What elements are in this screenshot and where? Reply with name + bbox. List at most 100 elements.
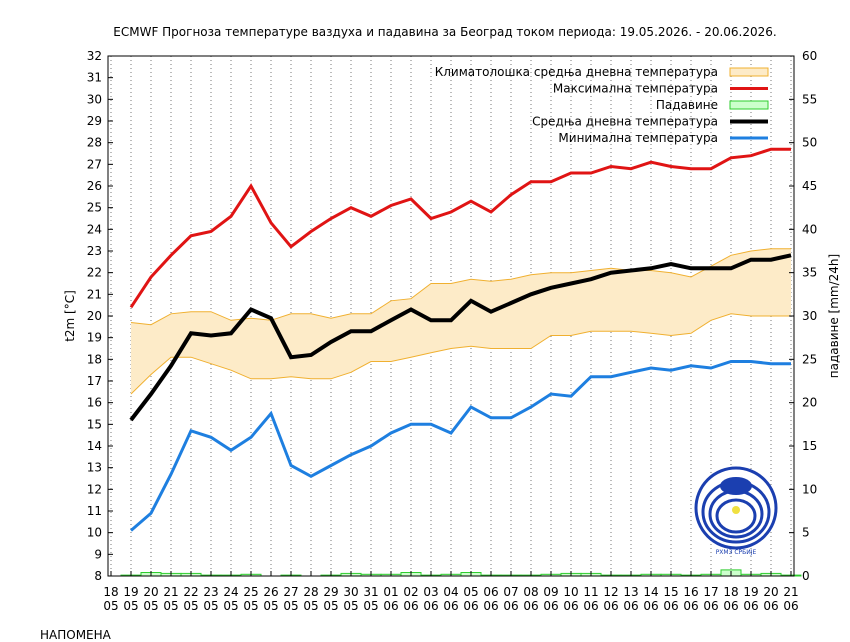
x-tick-label-month: 06	[643, 599, 658, 613]
x-tick-label-day: 21	[783, 585, 798, 599]
max-temp-line	[129, 147, 791, 309]
x-tick-label-month: 06	[723, 599, 738, 613]
sun-icon	[732, 506, 740, 514]
x-tick-label-month: 05	[143, 599, 158, 613]
right-axis-label: падавине [mm/24h]	[827, 254, 841, 378]
left-tick-label: 29	[87, 114, 102, 128]
note-heading: НАПОМЕНА	[40, 628, 111, 642]
x-tick-label-day: 12	[603, 585, 618, 599]
x-tick-label-day: 10	[563, 585, 578, 599]
left-tick-label: 10	[87, 526, 102, 540]
x-tick-label-day: 31	[363, 585, 378, 599]
x-tick-label-month: 05	[103, 599, 118, 613]
x-tick-label-month: 06	[483, 599, 498, 613]
right-tick-label: 60	[802, 49, 817, 63]
x-tick-label-month: 06	[563, 599, 578, 613]
right-tick-label: 20	[802, 396, 817, 410]
left-tick-label: 27	[87, 157, 102, 171]
right-tick-label: 10	[802, 482, 817, 496]
x-tick-label-month: 06	[763, 599, 778, 613]
x-tick-label-month: 05	[343, 599, 358, 613]
x-tick-label-month: 05	[363, 599, 378, 613]
x-tick-label-month: 05	[243, 599, 258, 613]
right-tick-label: 55	[802, 92, 817, 106]
left-tick-label: 16	[87, 396, 102, 410]
right-tick-label: 25	[802, 352, 817, 366]
x-tick-label-day: 20	[763, 585, 778, 599]
left-tick-label: 17	[87, 374, 102, 388]
x-tick-label-month: 05	[203, 599, 218, 613]
x-tick-label-day: 20	[143, 585, 158, 599]
right-tick-label: 35	[802, 266, 817, 280]
x-tick-label-month: 06	[503, 599, 518, 613]
x-tick-label-month: 06	[443, 599, 458, 613]
left-axis-ticks: 8 9 10 11 12 13 14 15 16 17 18 19 20 21 22 23 24 25 26 27 28…	[87, 49, 113, 583]
right-tick-label: 0	[802, 569, 810, 583]
x-tick-label-day: 05	[463, 585, 478, 599]
x-tick-label-month: 06	[743, 599, 758, 613]
x-tick-label-day: 22	[183, 585, 198, 599]
x-tick-label-day: 06	[483, 585, 498, 599]
legend: Климатолошка средња дневна температура Ма…	[435, 65, 769, 145]
x-tick-label-month: 06	[603, 599, 618, 613]
right-tick-label: 50	[802, 136, 817, 150]
x-tick-label-month: 06	[463, 599, 478, 613]
x-tick-label-day: 03	[423, 585, 438, 599]
legend-min-temp-label: Минимална температура	[558, 131, 718, 145]
x-tick-label-month: 05	[223, 599, 238, 613]
x-tick-label-day: 13	[623, 585, 638, 599]
left-axis-label: t2m [°C]	[63, 290, 77, 342]
x-tick-label-day: 01	[383, 585, 398, 599]
x-tick-label-day: 02	[403, 585, 418, 599]
temperature-lines	[129, 147, 792, 532]
x-tick-label-day: 17	[703, 585, 718, 599]
climatology-band	[130, 248, 791, 395]
left-tick-label: 32	[87, 49, 102, 63]
x-tick-label-month: 06	[623, 599, 638, 613]
left-tick-label: 13	[87, 461, 102, 475]
left-tick-label: 8	[94, 569, 102, 583]
left-tick-label: 22	[87, 266, 102, 280]
x-tick-label-month: 05	[163, 599, 178, 613]
x-tick-label-day: 18	[723, 585, 738, 599]
x-tick-label-month: 06	[583, 599, 598, 613]
x-tick-label-day: 19	[743, 585, 758, 599]
climatology-lower-line	[130, 313, 791, 395]
x-tick-label-day: 29	[323, 585, 338, 599]
x-tick-label-month: 06	[683, 599, 698, 613]
left-tick-label: 28	[87, 136, 102, 150]
x-tick-label-day: 08	[523, 585, 538, 599]
x-tick-label-day: 04	[443, 585, 458, 599]
x-tick-label-day: 23	[203, 585, 218, 599]
left-tick-label: 18	[87, 352, 102, 366]
x-tick-label-month: 05	[263, 599, 278, 613]
min-temp-line	[130, 360, 791, 532]
x-tick-label-month: 06	[383, 599, 398, 613]
left-tick-label: 20	[87, 309, 102, 323]
left-tick-label: 23	[87, 244, 102, 258]
x-tick-label-month: 06	[543, 599, 558, 613]
left-tick-label: 30	[87, 92, 102, 106]
left-tick-label: 15	[87, 417, 102, 431]
left-tick-label: 19	[87, 331, 102, 345]
x-tick-label-day: 30	[343, 585, 358, 599]
x-tick-label-month: 06	[703, 599, 718, 613]
left-tick-label: 21	[87, 287, 102, 301]
right-tick-label: 30	[802, 309, 817, 323]
right-axis-ticks: 0 5 10 15 20 25 30 35 40 45 50 55 60	[789, 49, 817, 583]
x-tick-label-day: 14	[643, 585, 658, 599]
legend-max-temp-label: Максимална температура	[553, 82, 718, 96]
x-tick-label-day: 15	[663, 585, 678, 599]
x-tick-label-day: 26	[263, 585, 278, 599]
x-tick-label-month: 05	[323, 599, 338, 613]
right-tick-label: 15	[802, 439, 817, 453]
legend-climatology-label: Климатолошка средња дневна температура	[435, 65, 718, 79]
x-tick-label-day: 16	[683, 585, 698, 599]
x-tick-label-day: 11	[583, 585, 598, 599]
chart-title: ECMWF Прогноза температуре ваздуха и пад…	[113, 25, 776, 39]
left-tick-label: 31	[87, 71, 102, 85]
right-tick-label: 45	[802, 179, 817, 193]
x-tick-label-day: 19	[123, 585, 138, 599]
x-tick-label-day: 25	[243, 585, 258, 599]
svg-text:РХМЗ СРБИЈЕ: РХМЗ СРБИЈЕ	[716, 549, 757, 556]
